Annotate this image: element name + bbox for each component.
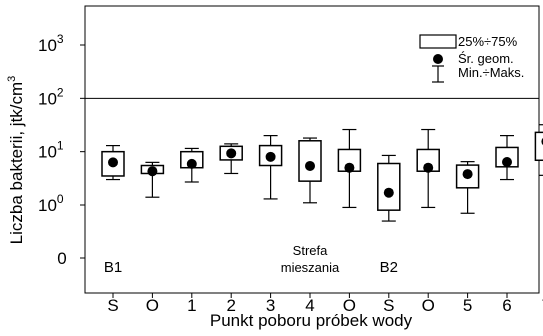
legend-mean-label: Śr. geom.: [458, 51, 514, 66]
box-item: [258, 135, 283, 200]
group-label: B1: [104, 259, 122, 276]
x-tick-label: O: [146, 296, 159, 315]
box-item: [377, 154, 401, 222]
mean-marker: [226, 148, 237, 159]
y-axis-label-superscript: 3: [6, 76, 18, 82]
legend-box-label: 25%÷75%: [458, 34, 518, 49]
group-label: B2: [380, 259, 398, 276]
y-axis-ticks: 103 102 101 100 0: [38, 32, 85, 268]
mean-marker: [186, 158, 197, 169]
box-item: [298, 137, 322, 204]
group-labels: B1 Strefa mieszania B2: [104, 243, 398, 276]
x-tick-label: 6: [502, 296, 511, 315]
mean-marker: [108, 157, 118, 168]
x-axis-ticks: S O 1 2 3 4 O S O 5 6 7: [107, 293, 543, 315]
y-tick-label: 102: [38, 85, 64, 108]
x-tick-label: 2: [226, 296, 235, 315]
box-item: [337, 128, 362, 209]
x-tick-label: 4: [305, 296, 314, 315]
mean-marker: [423, 162, 434, 173]
box-item: [495, 135, 519, 181]
box-item: [455, 161, 480, 214]
y-tick-label: 101: [38, 139, 64, 162]
mean-marker: [305, 160, 315, 171]
y-tick-label: 100: [38, 192, 64, 215]
group-label: mieszania: [281, 260, 340, 275]
legend-box-swatch: [419, 34, 457, 49]
legend-mean-marker: [433, 54, 443, 64]
mean-marker: [344, 162, 355, 173]
x-tick-label: S: [383, 296, 394, 315]
x-axis-label: Punkt poboru próbek wody: [210, 311, 413, 330]
box-item: [101, 144, 125, 181]
x-tick-label: 3: [266, 296, 275, 315]
x-tick-label: S: [107, 296, 118, 315]
mean-marker: [502, 157, 512, 168]
box-iqr: [534, 131, 543, 162]
legend: 25%÷75% Śr. geom. Min.÷Maks.: [419, 34, 524, 83]
y-axis-label: Liczba bakterii, jtk/cm3: [6, 76, 26, 245]
x-tick-label: O: [343, 296, 356, 315]
x-tick-label: O: [422, 296, 435, 315]
y-tick-label: 103: [38, 32, 64, 55]
group-label: Strefa: [293, 243, 328, 258]
x-tick-label: 7: [542, 296, 543, 315]
x-tick-label: 5: [463, 296, 472, 315]
legend-range-label: Min.÷Maks.: [458, 65, 524, 80]
y-tick-label-zero: 0: [57, 249, 66, 268]
mean-marker: [462, 169, 473, 180]
x-tick-label: 1: [187, 296, 196, 315]
box-iqr: [377, 162, 401, 211]
box-series: [101, 124, 543, 222]
box-item: [416, 128, 440, 209]
box-item: [140, 161, 165, 198]
box-item: [180, 147, 204, 183]
mean-marker: [265, 151, 276, 162]
mean-marker: [147, 166, 158, 177]
box-item: [219, 143, 243, 175]
mean-marker: [383, 187, 394, 198]
